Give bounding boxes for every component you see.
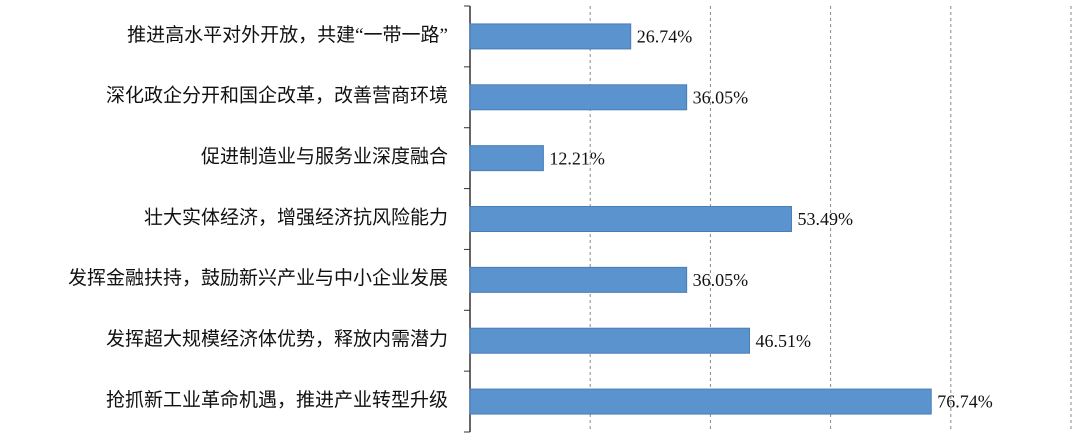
category-label: 抢抓新工业革命机遇，推进产业转型升级 (106, 389, 448, 411)
value-label: 12.21% (549, 148, 605, 168)
bar (469, 145, 544, 172)
category-label: 发挥金融扶持，鼓励新兴产业与中小企业发展 (68, 267, 448, 289)
bar (469, 23, 632, 50)
bar (469, 84, 688, 111)
value-label: 53.49% (797, 209, 853, 229)
category-label: 壮大实体经济，增强经济抗风险能力 (144, 206, 448, 228)
category-label: 促进制造业与服务业深度融合 (201, 146, 448, 168)
bar (469, 327, 751, 354)
bar (469, 266, 688, 293)
category-label: 推进高水平对外开放，共建“一带一路” (127, 24, 448, 46)
value-label: 46.51% (756, 331, 812, 351)
bar (469, 388, 932, 415)
value-label: 26.74% (637, 27, 693, 47)
value-label: 76.74% (937, 392, 993, 412)
category-label: 深化政企分开和国企改革，改善营商环境 (106, 85, 448, 107)
bar (469, 206, 792, 232)
category-label: 发挥超大规模经济体优势，释放内需潜力 (106, 328, 448, 350)
value-label: 36.05% (693, 270, 749, 290)
value-label: 36.05% (693, 87, 749, 107)
